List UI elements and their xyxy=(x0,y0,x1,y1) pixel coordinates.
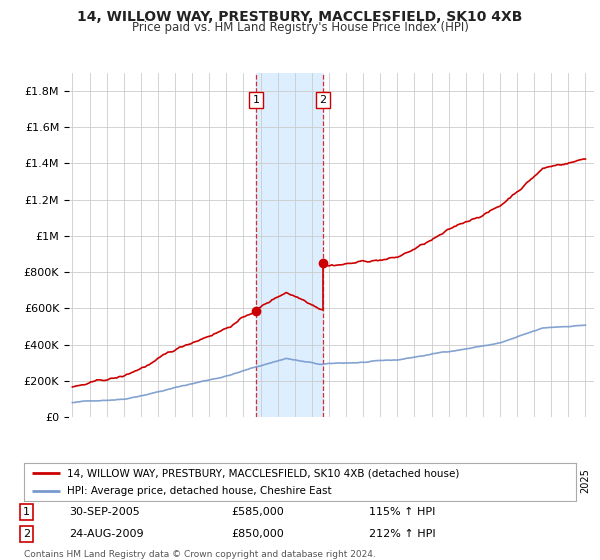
Text: 1: 1 xyxy=(253,95,260,105)
Text: HPI: Average price, detached house, Cheshire East: HPI: Average price, detached house, Ches… xyxy=(67,486,332,496)
Bar xyxy=(256,73,323,417)
Text: 24-AUG-2009: 24-AUG-2009 xyxy=(70,529,144,539)
Text: 115% ↑ HPI: 115% ↑ HPI xyxy=(369,507,436,517)
Text: £850,000: £850,000 xyxy=(231,529,284,539)
Text: 30-SEP-2005: 30-SEP-2005 xyxy=(70,507,140,517)
Text: Price paid vs. HM Land Registry's House Price Index (HPI): Price paid vs. HM Land Registry's House … xyxy=(131,21,469,34)
Text: 14, WILLOW WAY, PRESTBURY, MACCLESFIELD, SK10 4XB (detached house): 14, WILLOW WAY, PRESTBURY, MACCLESFIELD,… xyxy=(67,468,460,478)
Text: 14, WILLOW WAY, PRESTBURY, MACCLESFIELD, SK10 4XB: 14, WILLOW WAY, PRESTBURY, MACCLESFIELD,… xyxy=(77,10,523,24)
Text: 212% ↑ HPI: 212% ↑ HPI xyxy=(369,529,436,539)
Text: Contains HM Land Registry data © Crown copyright and database right 2024.
This d: Contains HM Land Registry data © Crown c… xyxy=(24,550,376,560)
Text: £585,000: £585,000 xyxy=(231,507,284,517)
Text: 1: 1 xyxy=(23,507,30,517)
Text: 2: 2 xyxy=(319,95,326,105)
Text: 2: 2 xyxy=(23,529,30,539)
